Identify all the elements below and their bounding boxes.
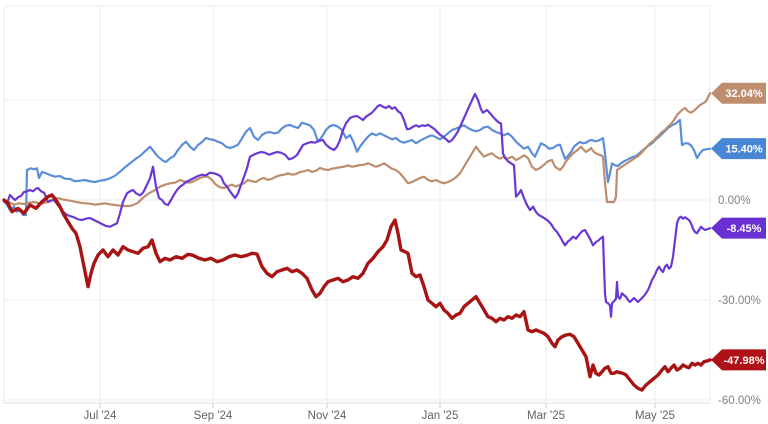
series-purple-badge-label: -8.45% [727, 223, 762, 235]
series-tan-badge-shape [711, 82, 766, 104]
x-axis-label: Nov '24 [308, 410, 347, 422]
series-blue-value-badge: 15.40% [711, 138, 766, 160]
series-purple-value-badge: -8.45% [711, 217, 766, 239]
series-tan-line [2, 92, 712, 208]
series-red-badge-shape [711, 349, 766, 371]
series-purple-badge-shape [711, 217, 766, 239]
y-axis-label: 0.00% [718, 195, 751, 207]
x-axis-label: May '25 [635, 410, 675, 422]
x-axis-label: Sep '24 [194, 410, 233, 422]
y-axis-label: -30.00% [718, 295, 761, 307]
series-purple-line [2, 92, 712, 318]
series-red-line [2, 193, 712, 392]
series-tan-value-badge: 32.04% [711, 82, 766, 104]
y-axis-label: -60.00% [718, 395, 761, 407]
series-red-badge-label: -47.98% [724, 355, 765, 367]
series-tan-badge-label: 32.04% [725, 88, 763, 100]
series-blue-badge-label: 15.40% [725, 144, 763, 156]
series-blue-line [2, 118, 712, 217]
series-blue-badge-shape [711, 138, 766, 160]
x-axis-label: Jan '25 [422, 410, 459, 422]
series-red-value-badge: -47.98% [711, 349, 766, 371]
x-axis-label: Mar '25 [527, 410, 565, 422]
x-axis-label: Jul '24 [84, 410, 117, 422]
